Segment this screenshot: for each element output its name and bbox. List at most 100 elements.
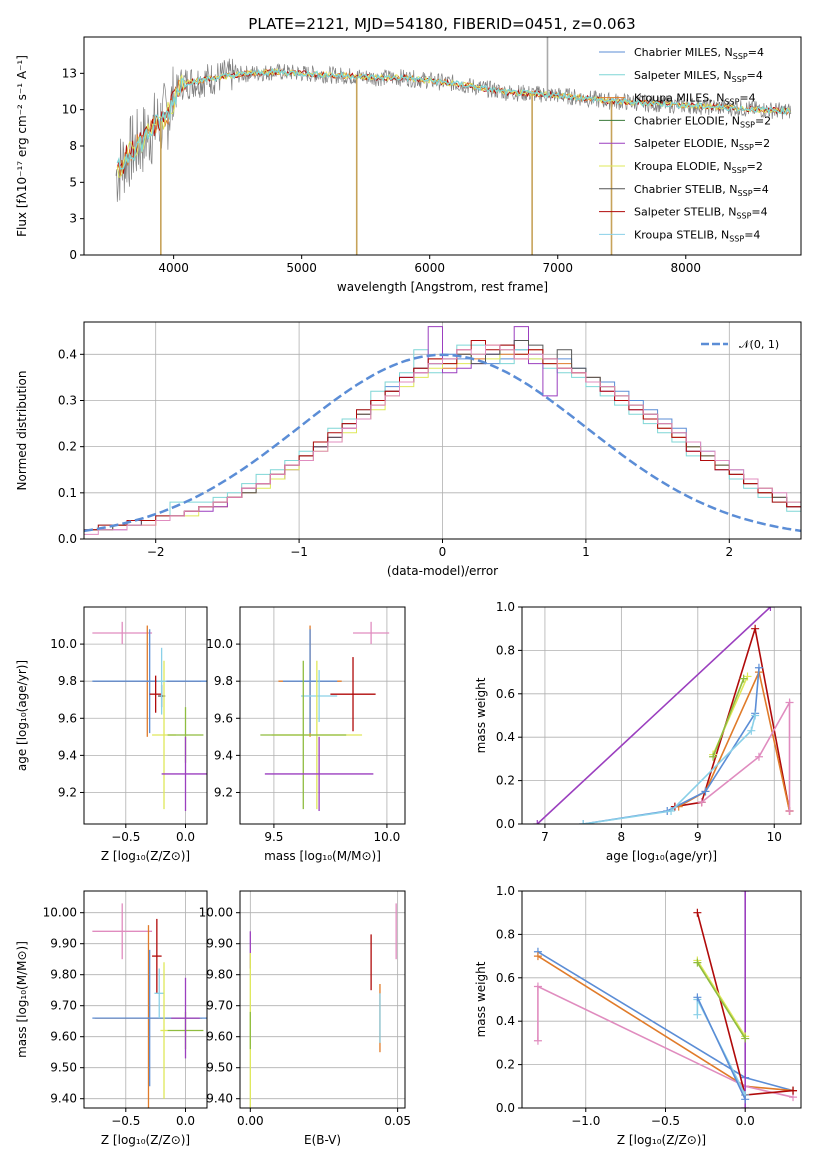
y-tick-label: 10.0: [50, 637, 77, 651]
x-tick-label: 9.5: [264, 830, 283, 844]
y-tick-label: 0.2: [496, 774, 515, 788]
plot-area-age_vs_mass: [240, 607, 405, 824]
y-tick-label: 0.1: [58, 486, 77, 500]
y-tick-label: 10.00: [43, 906, 77, 920]
legend-label: Chabrier MILES, NSSP=4: [634, 46, 764, 61]
legend-value: =2: [747, 160, 763, 173]
panel-age_vs_mass: 9.5 10.0 9.2 9.4 9.6 9.8 10.0 mass [log₁₀(M/M⊙)…: [206, 606, 406, 863]
mass-weight-line: [537, 985, 794, 1098]
mass-weight-line: [696, 962, 746, 1040]
data-point-marker: [743, 672, 752, 681]
data-point-marker: [754, 663, 763, 672]
data-point-marker: [533, 1036, 542, 1045]
legend-label: Kroupa MILES, NSSP=4: [634, 92, 756, 107]
x-tick-label: 8: [618, 830, 626, 844]
data-point-marker: [739, 674, 748, 683]
mass-weight-line: [674, 628, 791, 812]
x-tick-label: −0.5: [111, 1114, 140, 1128]
legend-name: Salpeter ELODIE, N: [634, 137, 739, 150]
axes-frame: [83, 606, 208, 825]
legend-value: =4: [744, 228, 760, 241]
figure-title: PLATE=2121, MJD=54180, FIBERID=0451, z=0…: [248, 15, 635, 33]
axes-frame: [83, 890, 208, 1109]
y-tick-label: 0.2: [496, 1058, 515, 1072]
legend-value: =4: [751, 206, 767, 219]
x-axis-label: mass [log₁₀(M/M⊙)]: [264, 849, 381, 863]
y-axis-label: Flux [fλ10⁻¹⁷ erg cm⁻² s⁻¹ A⁻¹]: [15, 55, 29, 237]
legend-name: Kroupa MILES, N: [634, 92, 724, 105]
y-tick-label: 0.8: [496, 643, 515, 657]
data-point-marker: [741, 1034, 750, 1043]
x-tick-label: 10.0: [374, 830, 401, 844]
data-point-marker: [766, 607, 775, 611]
histogram-step: [84, 340, 801, 531]
data-point-marker: [741, 1095, 750, 1104]
data-point-marker: [741, 891, 750, 895]
plot-area-mass_vs_Z: [84, 891, 207, 1108]
y-tick-label: 3: [69, 212, 77, 226]
y-tick-label: 9.4: [58, 748, 77, 762]
legend-label: Salpeter MILES, NSSP=4: [634, 69, 763, 84]
legend-name: Chabrier MILES, N: [634, 46, 733, 59]
y-tick-label: 9.40: [206, 1092, 233, 1106]
data-point-marker: [693, 958, 702, 967]
x-tick-label: 0.0: [736, 1114, 755, 1128]
x-tick-label: 6000: [414, 261, 445, 275]
histogram-step: [84, 340, 801, 531]
x-tick-label: −1: [290, 545, 308, 559]
legend-name: Kroupa STELIB, N: [634, 228, 729, 241]
x-tick-label: 7: [541, 830, 549, 844]
gaussian-curve: [84, 353, 801, 533]
x-tick-label: 7000: [542, 261, 573, 275]
data-point-marker: [693, 1010, 702, 1019]
data-point-marker: [754, 752, 763, 761]
y-tick-label: 0.4: [496, 1014, 515, 1028]
legend-value: =2: [755, 114, 771, 127]
y-tick-label: 9.8: [214, 674, 233, 688]
y-tick-label: 0: [69, 248, 77, 262]
y-tick-label: 0.3: [58, 393, 77, 407]
legend-value: =4: [747, 69, 763, 82]
mass-weight-line: [696, 959, 746, 1037]
y-tick-label: 1.0: [496, 884, 515, 898]
x-tick-label: −2: [147, 545, 165, 559]
y-tick-label: 9.40: [50, 1092, 77, 1106]
legend-subscript: SSP: [732, 166, 747, 175]
data-point-marker: [693, 908, 702, 917]
y-tick-label: 0.6: [496, 687, 515, 701]
legend-value: =4: [739, 92, 755, 105]
data-point-marker: [533, 952, 542, 961]
axes-frame: [83, 36, 802, 256]
model-spectrum-line: [116, 68, 791, 178]
y-tick-label: 9.8: [58, 674, 77, 688]
plot-area-massweight_vs_age: [522, 607, 801, 824]
x-tick-label: 4000: [158, 261, 189, 275]
y-tick-label: 9.80: [50, 968, 77, 982]
y-tick-label: 1.0: [496, 600, 515, 614]
axes-frame: [83, 321, 802, 540]
plot-area-massweight_vs_Z: [522, 891, 801, 1108]
legend-name: Kroupa ELODIE, N: [634, 160, 732, 173]
legend-name: Salpeter STELIB, N: [634, 206, 736, 219]
y-tick-label: 9.2: [58, 785, 77, 799]
y-tick-label: 9.50: [206, 1061, 233, 1075]
mass-weight-line: [678, 669, 791, 812]
x-axis-label: wavelength [Angstrom, rest frame]: [337, 280, 548, 294]
y-tick-label: 8: [69, 139, 77, 153]
residual-legend: 𝒩(0, 1): [701, 338, 779, 351]
data-point-marker: [701, 787, 710, 796]
mass-weight-line: [696, 996, 746, 1100]
data-point-marker: [667, 806, 676, 815]
y-tick-label: 9.60: [50, 1030, 77, 1044]
y-axis-label: Normed distribution: [15, 371, 29, 491]
y-tick-label: 0.2: [58, 440, 77, 454]
data-point-marker: [785, 806, 794, 815]
y-tick-label: 10.0: [206, 637, 233, 651]
y-tick-label: 0.4: [58, 347, 77, 361]
y-axis-label: age [log₁₀(age/yr)]: [15, 660, 29, 771]
legend-subscript: SSP: [739, 143, 754, 152]
legend-subscript: SSP: [736, 212, 751, 221]
data-point-marker: [747, 726, 756, 735]
x-tick-label: −0.5: [111, 830, 140, 844]
